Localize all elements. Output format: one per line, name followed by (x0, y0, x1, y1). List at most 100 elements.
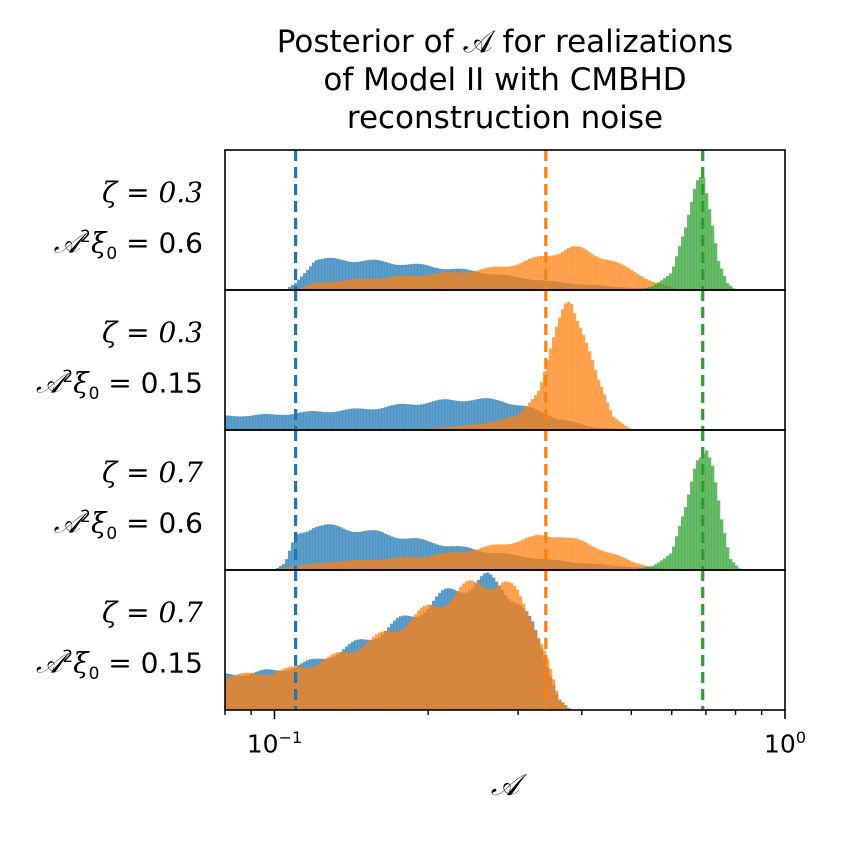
panel-4-hist-orange (225, 580, 571, 710)
histogram-bin (264, 675, 268, 710)
histogram-bin (252, 415, 256, 430)
histogram-bin (396, 631, 400, 710)
histogram-bin (471, 400, 475, 430)
histogram-bin (660, 560, 664, 570)
histogram-bin (504, 418, 508, 430)
histogram-bin (648, 566, 652, 570)
histogram-bin (552, 537, 556, 570)
histogram-bin (366, 642, 370, 710)
histogram-bin (321, 661, 325, 710)
histogram-bin (366, 260, 370, 290)
histogram-bin (453, 552, 457, 570)
histogram-bin (432, 401, 436, 430)
histogram-bin (540, 255, 544, 290)
histogram-bin (288, 567, 292, 570)
histogram-bin (342, 280, 346, 290)
histogram-bin (387, 535, 391, 570)
histogram-bin (672, 546, 676, 570)
histogram-bin (432, 605, 436, 710)
histogram-bin (660, 280, 664, 290)
histogram-bin (507, 403, 511, 430)
histogram-bin (627, 559, 631, 570)
histogram-bin (360, 408, 364, 430)
histogram-bin (561, 702, 565, 710)
x-tick-label-1: 100 (764, 728, 806, 759)
histogram-bin (315, 526, 319, 570)
panels-layer (225, 150, 742, 710)
histogram-bin (504, 266, 508, 290)
histogram-bin (471, 271, 475, 290)
histogram-bin (225, 415, 229, 430)
histogram-bin (339, 410, 343, 430)
histogram-bin (339, 652, 343, 710)
histogram-bin (576, 321, 580, 430)
histogram-bin (336, 411, 340, 430)
histogram-bin (531, 257, 535, 290)
histogram-bin (585, 343, 589, 430)
panel-1-amp-label: 𝒜2ξ0 = 0.6 (53, 226, 203, 264)
histogram-bin (537, 256, 541, 290)
histogram-bin (411, 538, 415, 570)
histogram-bin (327, 656, 331, 710)
histogram-bin (552, 337, 556, 430)
histogram-bin (459, 552, 463, 570)
histogram-bin (228, 415, 232, 430)
histogram-bin (318, 282, 322, 290)
histogram-bin (345, 529, 349, 570)
histogram-bin (546, 360, 550, 430)
histogram-bin (474, 424, 478, 430)
histogram-bin (426, 540, 430, 570)
chart-title-line-3: reconstruction noise (346, 100, 664, 136)
histogram-bin (462, 272, 466, 290)
histogram-bin (327, 562, 331, 570)
histogram-bin (564, 303, 568, 430)
histogram-bin (366, 278, 370, 290)
histogram-bin (621, 557, 625, 570)
histogram-bin (504, 402, 508, 430)
histogram-bin (312, 262, 316, 290)
histogram-bin (465, 272, 469, 290)
histogram-bin (459, 401, 463, 430)
histogram-bin (435, 428, 439, 430)
histogram-bin (306, 411, 310, 430)
histogram-bin (300, 667, 304, 710)
histogram-bin (414, 276, 418, 290)
histogram-bin (282, 414, 286, 430)
histogram-bin (309, 530, 313, 570)
panel-4-frame (224, 569, 786, 711)
histogram-bin (372, 636, 376, 710)
panel-2-zeta-label: ζ = 0.3 (102, 316, 203, 349)
histogram-bin (630, 561, 634, 570)
histogram-bin (384, 631, 388, 710)
histogram-bin (573, 313, 577, 430)
histogram-bin (564, 537, 568, 570)
histogram-bin (495, 399, 499, 430)
histogram-bin (300, 565, 304, 570)
histogram-bin (450, 600, 454, 710)
histogram-bin (477, 398, 481, 430)
histogram-bin (399, 557, 403, 570)
histogram-bin (444, 427, 448, 430)
histogram-bin (726, 283, 730, 290)
histogram-bin (486, 588, 490, 710)
histogram-bin (507, 266, 511, 290)
histogram-bin (480, 269, 484, 290)
histogram-bin (456, 552, 460, 570)
histogram-bin (594, 369, 598, 430)
histogram-bin (687, 494, 691, 570)
panel-4-amp-label: 𝒜2ξ0 = 0.15 (35, 646, 203, 684)
histogram-bin (723, 533, 727, 570)
histogram-bin (594, 547, 598, 570)
histogram-bin (366, 560, 370, 570)
histogram-bin (642, 565, 646, 570)
histogram-bin (393, 557, 397, 570)
histogram-bin (369, 560, 373, 570)
histogram-bin (264, 413, 268, 430)
histogram-bin (420, 538, 424, 570)
histogram-bin (489, 422, 493, 430)
histogram-bin (549, 536, 553, 570)
histogram-bin (579, 246, 583, 290)
histogram-bin (501, 582, 505, 710)
histogram-bin (498, 400, 502, 430)
histogram-bin (573, 538, 577, 570)
